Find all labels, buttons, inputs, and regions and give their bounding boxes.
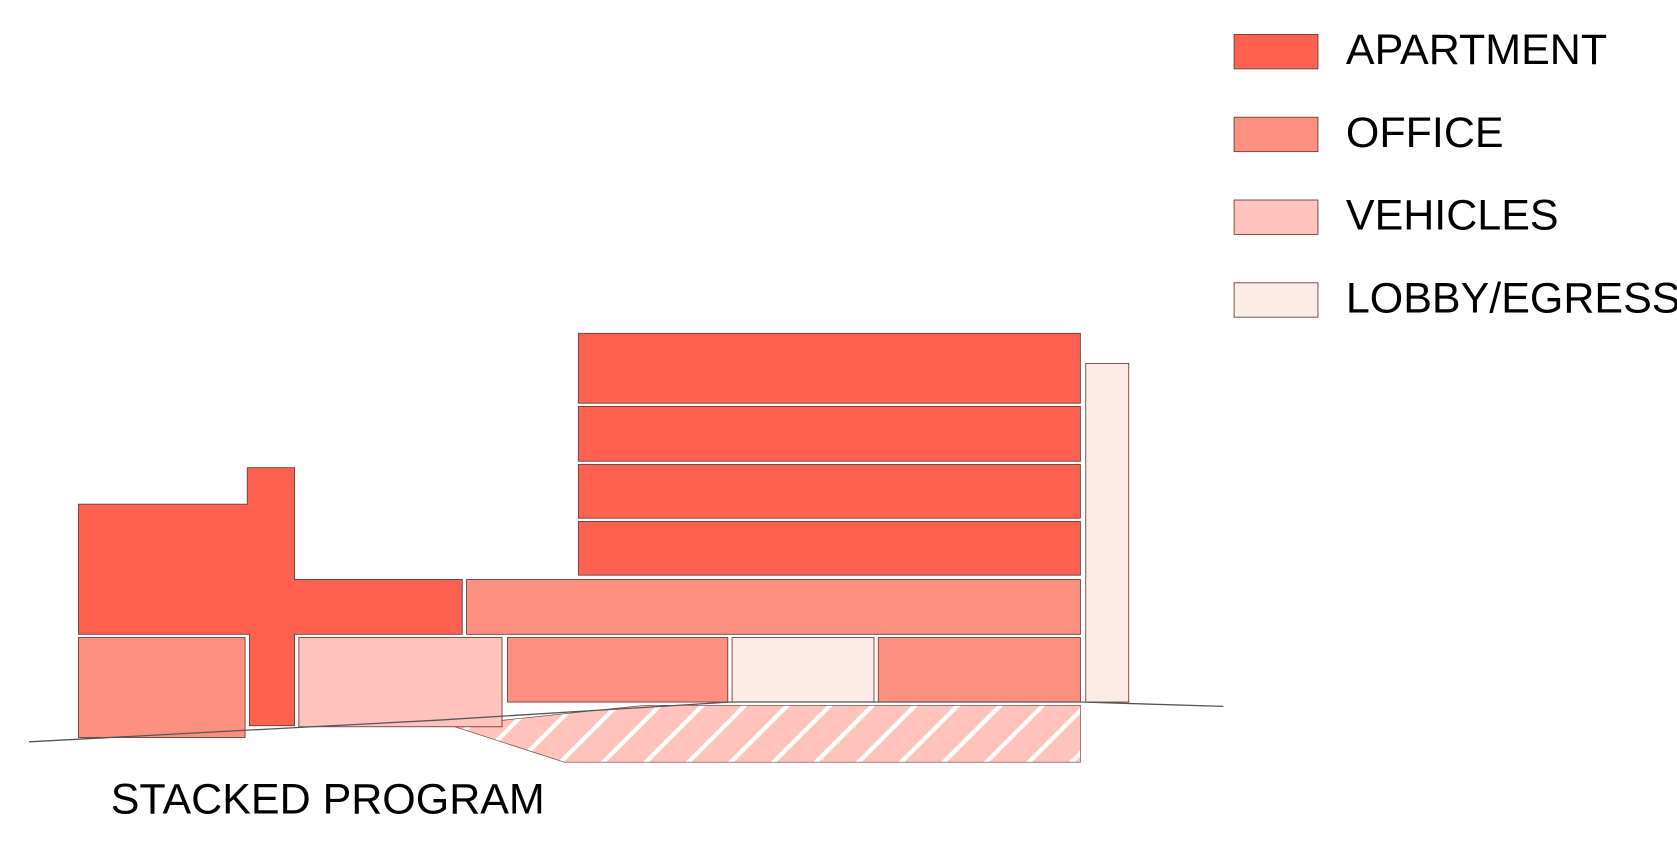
legend-swatch — [1233, 199, 1319, 235]
caption: STACKED PROGRAM — [111, 775, 545, 823]
legend-label: APARTMENT — [1346, 26, 1607, 74]
apartment-block — [78, 467, 463, 727]
ground-line — [28, 701, 1224, 743]
apartment-floor — [577, 464, 1081, 519]
office-block — [877, 637, 1081, 703]
legend-swatch — [1233, 34, 1319, 70]
egress-core — [1085, 362, 1130, 703]
lobby-block — [731, 637, 875, 703]
legend-swatch — [1233, 116, 1319, 153]
vehicles-block — [298, 637, 503, 728]
apartment-floor — [577, 405, 1081, 462]
office-block — [78, 637, 246, 738]
office-block — [506, 637, 729, 703]
legend-swatch — [1233, 282, 1319, 318]
underground-vehicles — [451, 704, 1081, 763]
legend-label: LOBBY/EGRESS — [1346, 274, 1677, 322]
apartment-floor — [577, 521, 1081, 576]
legend-label: OFFICE — [1346, 109, 1504, 157]
office-band — [466, 579, 1081, 635]
apartment-floor — [577, 332, 1081, 404]
legend: APARTMENT OFFICE VEHICLES LOBBY/EGRESS — [1233, 26, 1677, 322]
legend-label: VEHICLES — [1346, 192, 1559, 240]
